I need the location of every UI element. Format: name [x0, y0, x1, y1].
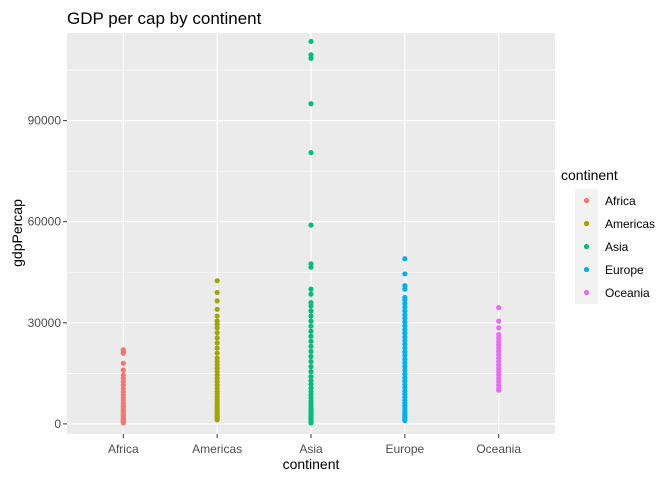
data-points — [120, 38, 502, 426]
data-point — [496, 305, 502, 311]
data-point — [402, 345, 408, 351]
data-point — [120, 372, 126, 378]
x-axis: Africa Americas Asia Europe Oceania — [108, 434, 521, 456]
data-point — [402, 375, 408, 381]
data-point — [496, 331, 502, 338]
data-point — [402, 367, 408, 373]
x-tick-label: Asia — [299, 442, 323, 456]
data-point — [402, 330, 408, 336]
y-tick-label: 90000 — [28, 114, 62, 128]
data-point — [308, 323, 314, 329]
data-point — [308, 38, 314, 45]
data-point — [308, 378, 314, 384]
data-point — [402, 304, 408, 310]
y-axis-title: gdpPercap — [9, 199, 25, 267]
legend-swatch — [583, 266, 590, 273]
legend-label: Asia — [605, 240, 629, 254]
data-point — [402, 338, 408, 344]
y-axis: 0 30000 60000 90000 — [28, 114, 67, 431]
x-axis-title: continent — [283, 456, 340, 472]
legend-swatch — [583, 243, 590, 250]
data-point — [120, 367, 126, 373]
data-point — [496, 325, 502, 331]
data-point — [308, 52, 314, 58]
data-point — [308, 261, 314, 267]
data-point — [308, 369, 314, 375]
data-point — [402, 294, 408, 301]
chart-title: GDP per cap by continent — [67, 9, 262, 28]
data-point — [308, 364, 314, 370]
data-point — [308, 374, 314, 380]
data-point — [308, 343, 314, 349]
data-point — [308, 358, 314, 365]
data-point — [496, 318, 502, 324]
data-point — [308, 318, 314, 324]
data-point — [402, 364, 408, 370]
x-tick-label: Europe — [385, 442, 424, 456]
data-point — [308, 150, 314, 156]
legend-swatch — [583, 289, 590, 296]
data-point — [214, 350, 220, 356]
data-point — [214, 298, 220, 304]
data-point — [214, 330, 220, 336]
data-point — [402, 300, 408, 307]
data-point — [214, 335, 220, 341]
data-point — [214, 278, 220, 284]
data-point — [402, 334, 408, 340]
data-point — [402, 256, 408, 262]
data-point — [214, 289, 220, 296]
data-point — [214, 345, 220, 351]
x-tick-label: Africa — [108, 442, 139, 456]
data-point — [308, 333, 314, 339]
data-point — [308, 353, 314, 360]
data-point — [308, 313, 314, 319]
legend-label: Europe — [605, 263, 644, 277]
x-tick-label: Oceania — [476, 442, 521, 456]
data-point — [214, 340, 220, 346]
data-point — [402, 283, 408, 289]
y-tick-label: 0 — [54, 417, 61, 431]
data-point — [308, 348, 314, 355]
data-point — [402, 326, 408, 333]
x-tick-label: Americas — [192, 442, 242, 456]
legend: continent Africa Americas Asia Europe Oceani… — [561, 167, 655, 304]
data-point — [402, 349, 408, 355]
data-point — [308, 101, 314, 107]
data-point — [308, 385, 314, 391]
data-point — [402, 308, 408, 314]
data-point — [308, 286, 314, 292]
data-point — [308, 328, 314, 334]
data-point — [402, 360, 408, 366]
data-point — [308, 299, 314, 306]
data-point — [214, 355, 220, 361]
data-point — [402, 319, 408, 325]
legend-label: Africa — [605, 194, 636, 208]
y-tick-label: 30000 — [28, 316, 62, 330]
data-point — [308, 338, 314, 344]
legend-swatch — [583, 220, 590, 227]
data-point — [308, 222, 314, 228]
data-point — [402, 341, 408, 347]
y-tick-label: 60000 — [28, 215, 62, 229]
data-point — [120, 347, 126, 353]
data-point — [308, 308, 314, 314]
data-point — [402, 356, 408, 362]
data-point — [214, 306, 220, 312]
data-point — [308, 291, 314, 297]
data-point — [402, 352, 408, 359]
data-point — [308, 381, 314, 388]
legend-swatch — [583, 197, 590, 204]
data-point — [402, 312, 408, 318]
legend-title: continent — [561, 167, 618, 183]
legend-label: Oceania — [605, 286, 650, 300]
data-point — [214, 313, 220, 319]
data-point — [402, 371, 408, 377]
data-point — [120, 360, 126, 366]
data-point — [402, 323, 408, 329]
data-point — [402, 271, 408, 277]
data-point — [402, 315, 408, 322]
legend-label: Americas — [605, 217, 655, 231]
data-point — [214, 318, 220, 324]
